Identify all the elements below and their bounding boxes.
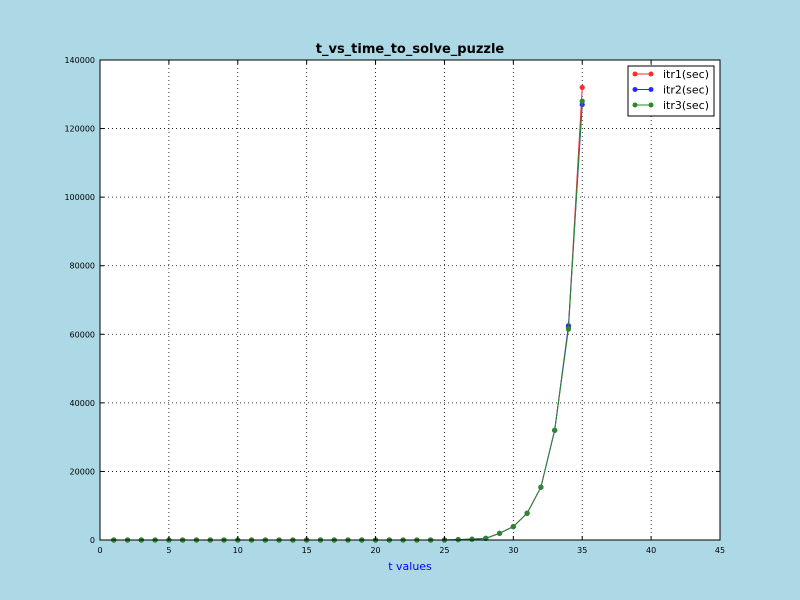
data-point (565, 326, 572, 332)
plot-area (100, 60, 720, 540)
plot-frame (99, 59, 721, 541)
x-tick-label: 10 (233, 546, 243, 555)
x-tick-label: 20 (370, 546, 380, 555)
data-point (524, 510, 530, 516)
x-tick-label: 15 (302, 546, 312, 555)
x-tick-label: 40 (646, 546, 656, 555)
x-tick-label: 35 (577, 546, 587, 555)
legend-marker (632, 71, 638, 77)
x-tick-label: 45 (715, 546, 725, 555)
x-tick-label: 30 (508, 546, 518, 555)
y-tick-label: 140000 (64, 56, 95, 65)
x-axis-label: t values (388, 560, 432, 573)
data-point (552, 427, 558, 433)
legend-marker (632, 102, 638, 108)
y-tick-label: 60000 (70, 330, 95, 339)
y-tick-label: 20000 (70, 467, 95, 476)
data-point (579, 84, 585, 91)
data-point (579, 98, 585, 104)
legend: itr1(sec) itr2(sec) itr3(sec) (627, 65, 715, 117)
data-point (469, 536, 475, 542)
y-tick-label: 80000 (70, 262, 95, 271)
x-tick-label: 0 (97, 546, 102, 555)
y-tick-label: 120000 (64, 125, 95, 134)
legend-label: itr3(sec) (663, 99, 709, 112)
legend-label: itr2(sec) (663, 84, 709, 97)
data-point (538, 484, 544, 490)
y-tick-label: 40000 (70, 399, 95, 408)
y-axis-ticks: 0 20000 40000 60000 80000 100000 120000 140000 (64, 56, 720, 545)
legend-marker (648, 71, 654, 77)
data-point (510, 524, 516, 530)
data-point (496, 530, 503, 536)
grid-lines (100, 60, 720, 540)
x-tick-label: 5 (166, 546, 171, 555)
y-tick-label: 0 (90, 536, 95, 545)
chart-title: t_vs_time_to_solve_puzzle (316, 42, 505, 57)
legend-marker (632, 87, 638, 92)
legend-marker (648, 102, 654, 108)
legend-label: itr1(sec) (663, 68, 709, 81)
x-tick-label: 25 (439, 546, 449, 555)
y-tick-label: 100000 (64, 193, 95, 202)
legend-marker (648, 87, 654, 92)
x-axis-ticks: 0 5 10 15 20 25 30 35 40 45 (97, 60, 725, 555)
